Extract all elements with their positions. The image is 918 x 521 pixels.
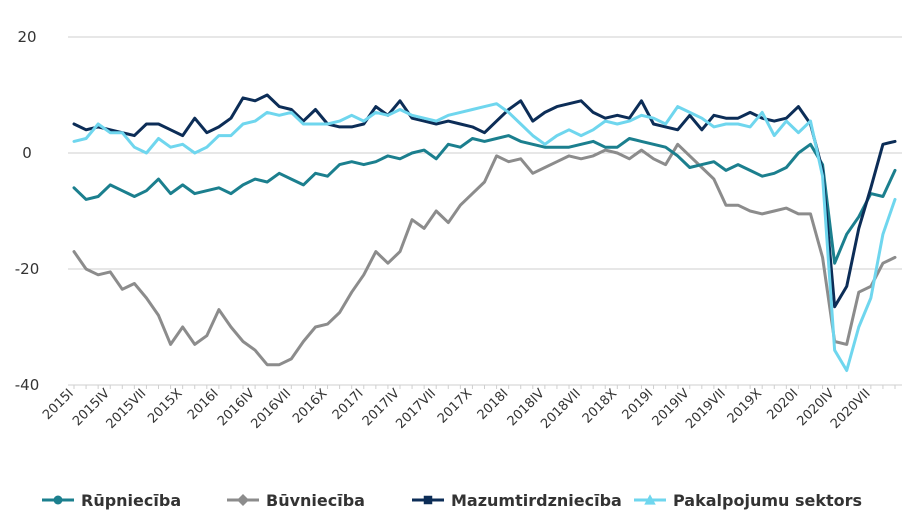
x-tick-label: 2018X xyxy=(580,386,620,426)
y-axis: -40 -20 0 20 xyxy=(15,28,40,394)
legend-item-3: Pakalpojumu sektors xyxy=(634,491,862,510)
x-tick-label: 2017VII xyxy=(393,386,439,432)
x-tick-label: 2017X xyxy=(435,386,475,426)
series-line-3 xyxy=(72,102,897,372)
x-tick-label: 2016VII xyxy=(248,386,294,432)
y-tick-label: -40 xyxy=(15,376,40,394)
legend-item-0: Rūpniecība xyxy=(42,491,181,510)
legend-marker xyxy=(423,495,433,505)
legend-marker xyxy=(644,494,656,505)
legend-label: Pakalpojumu sektors xyxy=(673,491,862,510)
x-tick-label: 2015X xyxy=(145,386,185,426)
series-line-1 xyxy=(72,142,897,367)
x-tick-label: 2020VII xyxy=(828,386,874,432)
x-tick-label: 2015VII xyxy=(104,386,150,432)
series-line-0 xyxy=(72,134,897,265)
legend-item-1: Būvniecība xyxy=(227,491,365,510)
y-tick-label: -20 xyxy=(15,260,40,278)
x-tick-label: 2019X xyxy=(725,386,765,426)
legend-label: Rūpniecība xyxy=(81,491,181,510)
y-tick-label: 20 xyxy=(17,28,36,46)
x-tick-label: 2018VII xyxy=(538,386,584,432)
series-line-2 xyxy=(72,93,897,309)
y-tick-label: 0 xyxy=(22,144,32,162)
legend-marker xyxy=(237,494,249,506)
x-tick-label: 2016X xyxy=(290,386,330,426)
series-layer xyxy=(72,93,897,372)
legend-item-2: Mazumtirdzniecība xyxy=(412,491,622,510)
legend: Rūpniecība Būvniecība Mazumtirdzniecība Pak… xyxy=(42,491,862,510)
legend-marker xyxy=(53,495,63,505)
legend-label: Būvniecība xyxy=(266,491,365,510)
legend-label: Mazumtirdzniecība xyxy=(451,491,622,510)
x-tick-label: 2019VII xyxy=(683,386,729,432)
